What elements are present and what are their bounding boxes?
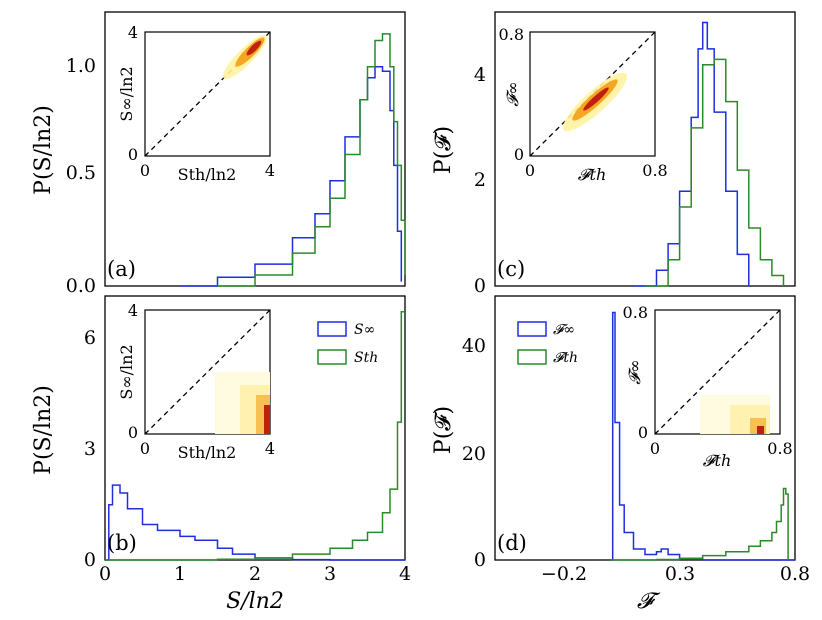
panel-b-series-inf [105,485,405,560]
panel-d-legend: 𝓕∞ 𝓕th [518,322,578,366]
panel-c-inset: 0.8 0 0 0.8 𝓕th 𝓕∞ [499,25,668,184]
panel-c-inset-xtick-right: 0.8 [642,161,667,180]
panel-c-ylabel: P(𝓕) [431,126,456,174]
panel-d-ytick-20: 20 [462,443,486,465]
legend-swatch-s-inf [318,322,346,336]
panel-c-label: (c) [497,257,525,281]
panel-b-inset-xlabel: Sth/ln2 [178,443,237,462]
figure: 1.0 0.5 0.0 P(S/ln2) (a) 4 0 0 4 Sth/ln2… [0,0,822,620]
panel-b-xtick-2: 2 [249,563,261,585]
panel-c-series [634,23,784,287]
panel-d-label: (d) [497,531,527,555]
panel-a-label: (a) [107,257,136,281]
panel-b-ytick-0: 0 [84,549,96,571]
panel-b-xtick-1: 1 [174,563,186,585]
panel-b-ylabel: P(S/ln2) [31,385,56,475]
panel-d-inset-ytick-top: 0.8 [623,303,648,322]
panel-b-ytick-3: 3 [84,438,96,460]
panel-a-inset-ytick-bottom: 0 [128,145,138,164]
panel-a-inset-ytick-top: 4 [128,23,138,42]
panel-b-legend: S∞ Sth [318,322,378,366]
panel-d-ytick-0: 0 [474,549,486,571]
panel-d-inset-ylabel: 𝓕∞ [625,359,644,384]
panel-c-inset-xlabel: 𝓕th [578,165,607,184]
panel-b-inset: 4 0 0 4 Sth/ln2 S∞/ln2 [117,301,275,462]
panel-a-ytick-05: 0.5 [66,162,96,184]
panel-c-ytick-0: 0 [474,275,486,297]
panel-d-inset-xtick-left: 0 [650,439,660,458]
panel-b-inset-heat [215,372,270,434]
panel-c-inset-ytick-bottom: 0 [514,145,524,164]
panel-d-ylabel: P(𝓕) [431,406,456,454]
panel-d-inset-xlabel: 𝓕th [703,451,732,470]
panel-a-inset-xlabel: Sth/ln2 [178,165,237,184]
panel-d-xtick-03: 0.3 [665,563,695,585]
panel-b-xtick-0: 0 [99,563,111,585]
panel-c-inset-ytick-top: 0.8 [499,25,524,44]
legend-label-s-th: Sth [354,350,378,366]
panel-b-xtick-3: 3 [324,563,336,585]
panel-b-inset-ytick-bottom: 0 [128,423,138,442]
panel-b-inset-xtick-left: 0 [140,439,150,458]
legend-label-f-th: 𝓕th [553,350,578,366]
panel-a-inset-ylabel: S∞/ln2 [117,66,136,121]
panel-d-inset: 0.8 0 0 0.8 𝓕th 𝓕∞ [623,303,793,470]
legend-label-s-inf: S∞ [354,322,375,338]
panel-b-xlabel: S/ln2 [226,589,284,614]
panel-a-inset-xtick-right: 4 [265,161,275,180]
panel-b-ytick-6: 6 [84,327,96,349]
panel-c-ytick-4: 4 [474,64,486,86]
panel-a: 1.0 0.5 0.0 P(S/ln2) (a) 4 0 0 4 Sth/ln2… [31,12,405,297]
panel-d-inset-xtick-right: 0.8 [767,439,792,458]
panel-d-inset-heat [700,395,770,434]
panel-a-ytick-1: 1.0 [66,55,96,77]
legend-label-f-inf: 𝓕∞ [553,322,575,338]
panel-c-inset-xtick-left: 0 [525,161,535,180]
panel-a-ytick-0: 0.0 [66,275,96,297]
legend-swatch-s-th [318,350,346,364]
panel-c: 4 2 0 P(𝓕) (c) 0.8 0 0 0.8 𝓕th 𝓕∞ [431,12,795,297]
panel-d-xtick-neg02: −0.2 [541,563,587,585]
panel-d-ytick-40: 40 [462,335,486,357]
legend-swatch-f-inf [518,322,546,336]
panel-b-inset-xtick-right: 4 [265,439,275,458]
panel-d: 40 20 0 −0.2 0.3 0.8 𝓕 P(𝓕) (d) 0.8 0 0 … [431,296,810,614]
panel-b-xtick-4: 4 [399,563,411,585]
panel-a-ylabel: P(S/ln2) [31,105,56,195]
panel-d-inset-ytick-bottom: 0 [638,423,648,442]
panel-d-xlabel: 𝓕 [637,589,661,614]
panel-b: 6 3 0 0 1 2 3 4 S/ln2 P(S/ln2) (b) 4 0 0… [31,296,411,614]
panel-b-inset-ytick-top: 4 [128,301,138,320]
legend-swatch-f-th [518,350,546,364]
panel-d-xtick-08: 0.8 [780,563,810,585]
panel-b-label: (b) [107,531,137,555]
panel-b-inset-ylabel: S∞/ln2 [117,344,136,399]
panel-a-inset-xtick-left: 0 [140,161,150,180]
panel-a-inset: 4 0 0 4 Sth/ln2 S∞/ln2 [117,23,275,184]
panel-c-ytick-2: 2 [474,169,486,191]
panel-c-inset-ylabel: 𝓕∞ [503,81,522,106]
